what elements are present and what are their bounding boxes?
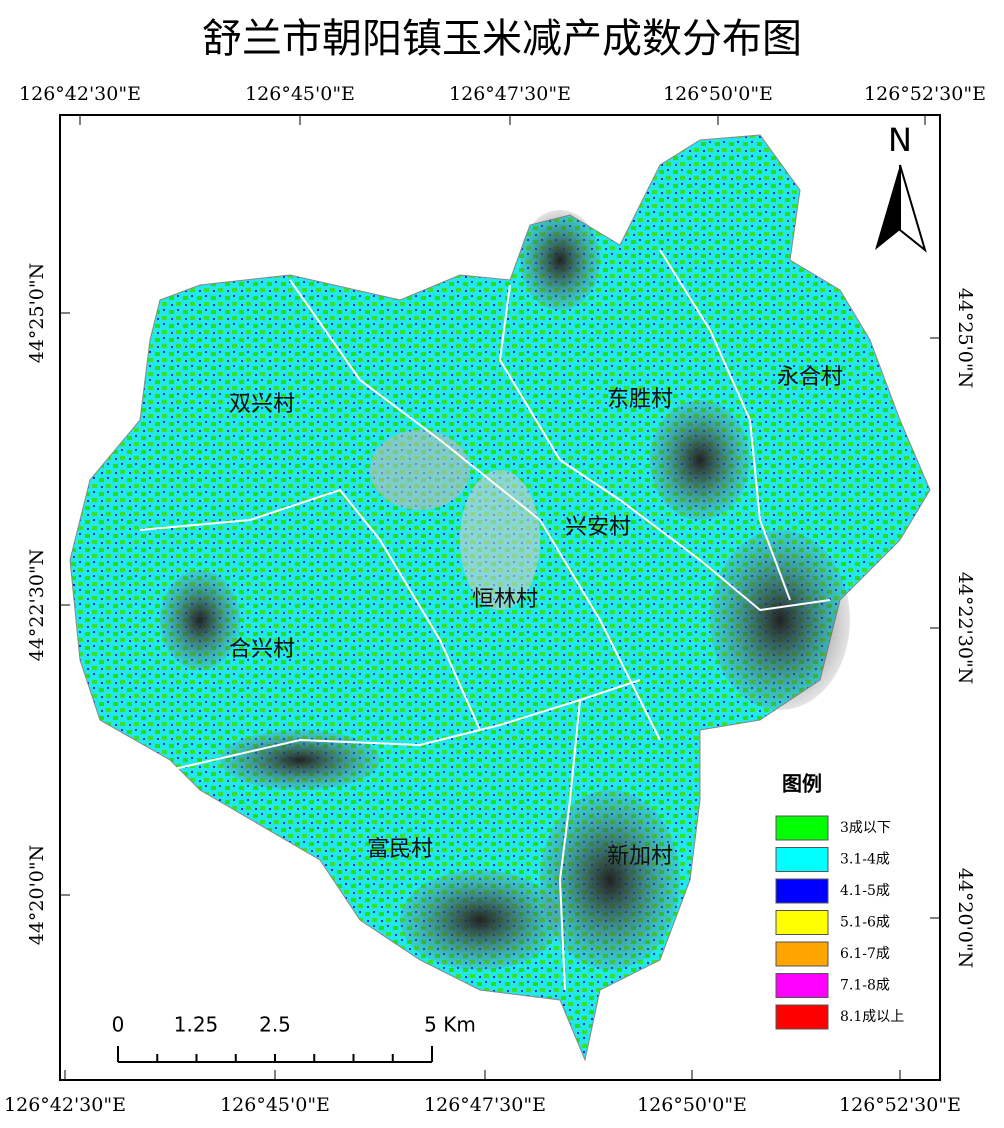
map-title: 舒兰市朝阳镇玉米减产成数分布图 — [202, 16, 802, 62]
village-label: 东胜村 — [607, 387, 673, 412]
legend-swatch — [775, 910, 829, 935]
north-arrow: N — [875, 121, 927, 253]
right-coord: 44°25'0"N — [954, 288, 976, 389]
legend-swatch — [775, 878, 829, 904]
bottom-coord: 126°52'30"E — [839, 1094, 961, 1116]
scale-label: 2.5 — [259, 1013, 291, 1037]
bottom-coord: 126°50'0"E — [637, 1094, 747, 1116]
top-coord: 126°50'0"E — [663, 83, 773, 105]
scale-label: 1.25 — [174, 1013, 219, 1037]
scale-label: 0 — [112, 1013, 125, 1037]
left-coord: 44°25'0"N — [26, 263, 48, 364]
right-coord: 44°22'30"N — [954, 572, 976, 685]
legend-label: 3.1-4成 — [840, 852, 890, 868]
left-coord: 44°22'30"N — [26, 549, 48, 662]
legend-title: 图例 — [782, 772, 822, 796]
right-coord: 44°20'0"N — [954, 868, 976, 969]
legend-swatch — [775, 941, 829, 967]
top-coord: 126°42'30"E — [19, 83, 141, 105]
village-label: 富民村 — [367, 837, 433, 862]
legend-label: 6.1-7成 — [840, 946, 890, 962]
village-label: 兴安村 — [565, 515, 631, 540]
village-boundaries — [139, 249, 831, 991]
legend-label: 8.1成以上 — [840, 1009, 904, 1025]
left-coord: 44°20'0"N — [26, 845, 48, 946]
top-coord: 126°47'30"E — [449, 83, 571, 105]
terrain-shading — [160, 210, 850, 970]
scale-label: 5 Km — [424, 1013, 476, 1037]
bottom-coord: 126°42'30"E — [4, 1094, 126, 1116]
village-label: 恒林村 — [472, 587, 538, 612]
legend-swatch — [775, 847, 829, 872]
bottom-coord: 126°47'30"E — [424, 1094, 546, 1116]
legend-swatch — [775, 973, 829, 998]
legend-label: 7.1-8成 — [840, 978, 890, 994]
top-coord: 126°45'0"E — [245, 83, 355, 105]
village-label: 双兴村 — [229, 392, 295, 417]
legend-label: 4.1-5成 — [840, 883, 890, 899]
legend-swatch — [775, 1004, 829, 1030]
legend-label: 3成以下 — [840, 820, 891, 836]
village-label: 合兴村 — [229, 637, 295, 662]
village-label: 永合村 — [777, 365, 843, 390]
village-label: 新加村 — [607, 844, 673, 869]
north-label: N — [888, 121, 912, 159]
top-coord: 126°52'30"E — [864, 83, 986, 105]
bottom-coord: 126°45'0"E — [220, 1094, 330, 1116]
study-area — [69, 134, 931, 1062]
legend-swatch — [775, 815, 829, 841]
legend-label: 5.1-6成 — [840, 915, 890, 931]
